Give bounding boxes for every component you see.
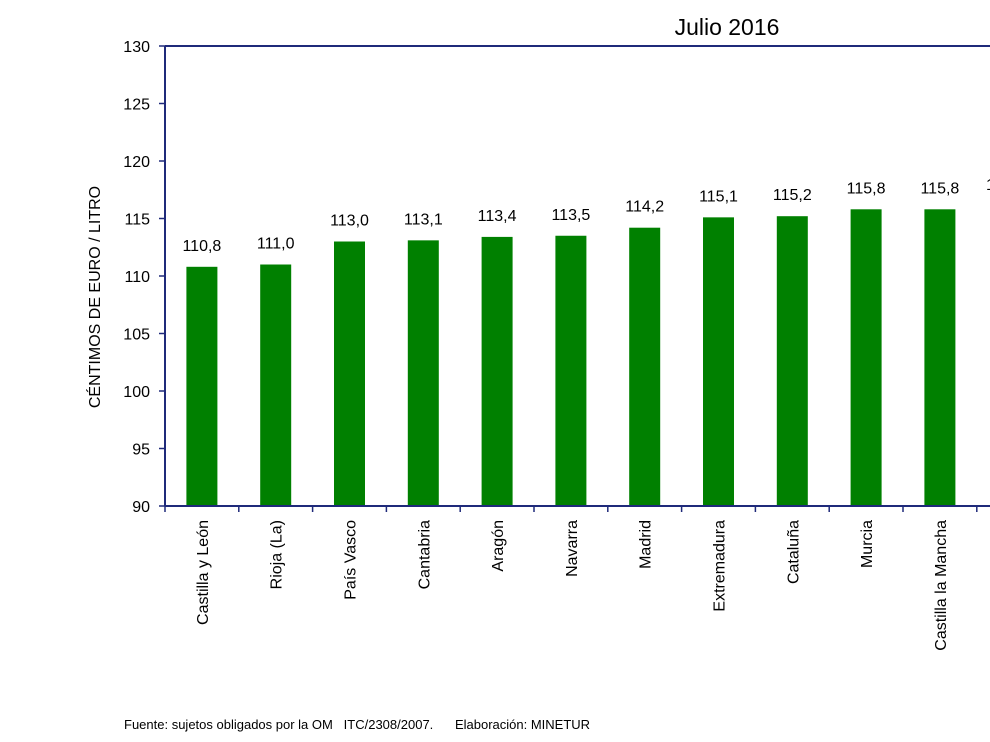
- y-tick-label: 90: [132, 499, 150, 516]
- bar: [334, 241, 365, 506]
- chart-title: Julio 2016: [675, 14, 780, 40]
- y-tick-label: 110: [124, 269, 150, 286]
- bar: [260, 264, 292, 506]
- bar: [850, 209, 882, 507]
- bar-value-label: 113,5: [551, 207, 590, 224]
- y-tick-label: 120: [123, 154, 150, 171]
- y-tick-label: 115: [124, 212, 150, 229]
- bar: [629, 227, 661, 506]
- x-category-label: País Vasco: [343, 520, 360, 600]
- source-note: Fuente: sujetos obligados por la OM ITC/…: [124, 717, 434, 732]
- x-category-label: Cantabria: [416, 520, 433, 589]
- x-category-label: Castilla la Mancha: [933, 520, 950, 651]
- x-category-label: Aragón: [490, 520, 507, 572]
- bar: [407, 240, 439, 506]
- bar: [703, 217, 734, 506]
- bar: [924, 209, 956, 507]
- y-tick-label: 105: [123, 327, 150, 344]
- bar-value-label: 113,4: [478, 208, 517, 225]
- bar-value-label: 114,2: [625, 199, 664, 216]
- y-tick-label: 130: [123, 39, 150, 56]
- bar-value-label: 113,0: [330, 213, 369, 230]
- bar-value-label: 113,1: [404, 211, 443, 228]
- y-tick-label: 95: [132, 442, 150, 459]
- x-category-label: Castilla y León: [195, 520, 212, 625]
- cut-off-value-label: 1: [986, 177, 990, 194]
- y-axis-label: CÉNTIMOS DE EURO / LITRO: [85, 186, 104, 408]
- bar-value-label: 115,8: [847, 180, 886, 197]
- y-tick-label: 100: [123, 384, 150, 401]
- x-category-label: Murcia: [859, 520, 876, 568]
- bar: [481, 236, 513, 506]
- bar: [776, 216, 808, 506]
- chart-footer: Fuente: sujetos obligados por la OM ITC/…: [124, 717, 590, 732]
- bar-value-label: 115,8: [920, 180, 959, 197]
- bar-value-label: 110,8: [182, 238, 221, 255]
- x-category-label: Rioja (La): [269, 520, 286, 589]
- bar-value-label: 115,2: [773, 187, 812, 204]
- x-category-label: Madrid: [638, 520, 655, 569]
- bar: [186, 266, 218, 506]
- bar-value-label: 115,1: [699, 188, 738, 205]
- credit-note: Elaboración: MINETUR: [454, 717, 591, 732]
- x-category-label: Extremadura: [712, 520, 729, 612]
- x-category-label: Navarra: [564, 520, 581, 577]
- bar: [555, 235, 587, 506]
- y-tick-label: 125: [123, 97, 150, 114]
- x-category-label: Cataluña: [785, 520, 802, 584]
- bar-value-label: 111,0: [257, 236, 295, 253]
